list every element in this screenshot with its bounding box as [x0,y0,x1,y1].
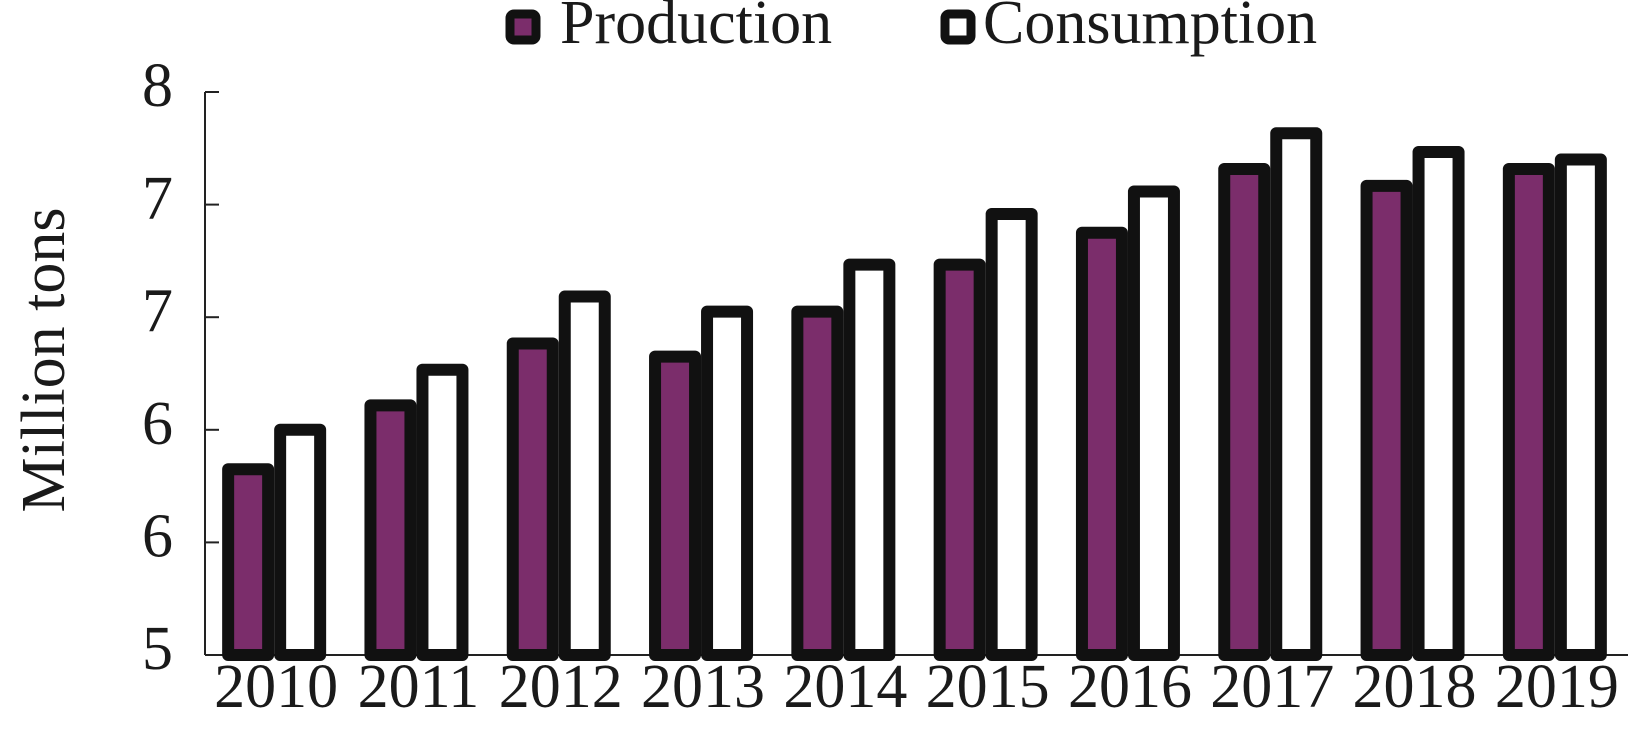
bar [274,423,327,661]
x-tick-label: 2013 [641,653,765,721]
bar [1075,226,1128,661]
bar [1218,162,1271,661]
bar [1270,127,1323,661]
bar [506,337,559,661]
bar [843,258,896,661]
bar [1127,185,1180,661]
y-tick-label: 7 [142,165,173,233]
x-tick-label: 2019 [1495,653,1619,721]
bar [416,363,469,661]
x-tick-label: 2018 [1353,653,1477,721]
x-tick-label: 2010 [214,653,338,721]
bar [1412,146,1465,661]
bar [558,290,611,661]
y-tick-label: 7 [142,277,173,345]
x-tick-label: 2017 [1210,653,1334,721]
bar [1502,162,1555,661]
bar [1360,179,1413,661]
x-tick-label: 2014 [783,653,907,721]
x-tick-label: 2011 [358,653,480,721]
bar [933,258,986,661]
y-axis-label: Million tons [10,208,78,513]
legend-swatch [505,9,541,45]
bar [985,207,1038,661]
bar [1554,153,1607,661]
x-tick-label: 2016 [1068,653,1192,721]
y-tick-label: 6 [142,503,173,571]
y-tick-label: 8 [142,52,173,120]
bar [364,399,417,661]
bar [701,305,754,661]
x-tick-label: 2015 [926,653,1050,721]
legend-label: Production [560,0,832,57]
legend-swatch [940,9,976,45]
y-tick-label: 5 [142,615,173,683]
bar [791,305,844,661]
bar [222,463,275,661]
x-tick-label: 2012 [499,653,623,721]
y-tick-label: 6 [142,390,173,458]
bar [649,350,702,661]
legend-label: Consumption [983,0,1317,57]
